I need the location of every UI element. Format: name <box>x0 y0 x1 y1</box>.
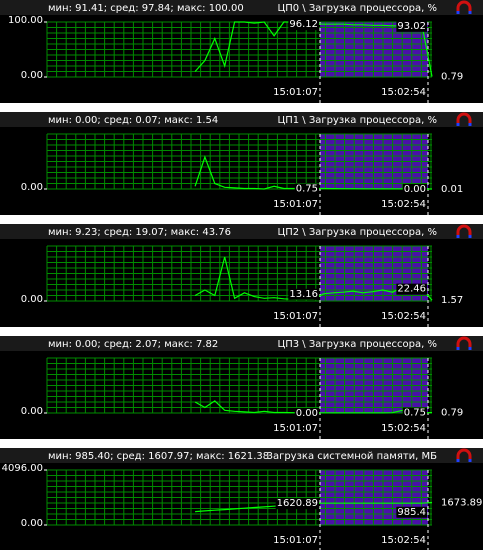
readout-background <box>440 295 465 307</box>
pin-icon <box>456 448 472 461</box>
readout-background <box>288 288 319 300</box>
readout-value: 1620.89 <box>277 498 318 509</box>
time-label: 15:02:54 <box>381 199 426 210</box>
pin-icon-tip <box>468 235 472 238</box>
y-tick-label: 0.00 <box>21 70 43 81</box>
readout-background <box>288 19 319 31</box>
graph-panel: мин: 91.41; сред: 97.84; макс: 100.00 ЦП0… <box>0 0 483 103</box>
readout-background <box>440 71 465 83</box>
graph-title: Загрузка системной памяти, МБ <box>267 451 438 462</box>
readout-background <box>396 506 427 518</box>
readout-background <box>440 497 483 509</box>
y-tick-label: 0.00 <box>21 518 43 529</box>
header-bar <box>0 112 483 127</box>
readout-background <box>294 183 319 195</box>
y-tick-label: 0.00 <box>21 406 43 417</box>
stats-text: мин: 985.40; сред: 1607.97; макс: 1621.3… <box>48 451 269 462</box>
stats-text: мин: 0.00; сред: 2.07; макс: 7.82 <box>48 339 218 350</box>
graph-panel: мин: 985.40; сред: 1607.97; макс: 1621.3… <box>0 448 483 550</box>
y-tick-label: 0.00 <box>21 294 43 305</box>
readout-background <box>294 408 319 419</box>
stats-text: мин: 9.23; сред: 19.07; макс: 43.76 <box>48 227 231 238</box>
pin-icon-tip <box>456 235 460 238</box>
readout-value: 0.75 <box>404 408 426 419</box>
readout-value: 96.12 <box>289 19 318 30</box>
readout-value: 0.00 <box>404 184 426 195</box>
readout-value: 0.00 <box>296 408 318 419</box>
time-label: 15:02:54 <box>381 535 426 546</box>
graph-title: ЦП2 \ Загрузка процессора, % <box>277 227 437 238</box>
readout-background <box>396 20 427 32</box>
header-bar <box>0 0 483 15</box>
time-label: 15:01:07 <box>273 199 318 210</box>
readout-value: 0.79 <box>441 408 463 419</box>
header-bar <box>0 448 483 463</box>
pin-icon <box>456 112 472 125</box>
readout-value: 93.02 <box>397 21 426 32</box>
pin-icon <box>456 336 472 349</box>
graph-title: ЦП3 \ Загрузка процессора, % <box>277 339 437 350</box>
readout-value: 1.57 <box>441 295 463 306</box>
readout-value: 13.16 <box>289 289 318 300</box>
time-label: 15:01:07 <box>273 87 318 98</box>
pin-icon <box>456 0 472 13</box>
readout-background <box>440 183 465 195</box>
pin-icon-tip <box>468 459 472 462</box>
pin-icon-tip <box>456 459 460 462</box>
pin-icon-tip <box>456 347 460 350</box>
pin-icon-tip <box>468 11 472 14</box>
readout-value: 0.79 <box>441 72 463 83</box>
readout-value: 22.46 <box>397 284 426 295</box>
y-tick-label: 4096.00 <box>2 463 43 474</box>
graph-panel: мин: 0.00; сред: 2.07; макс: 7.82 ЦП3 \ З… <box>0 336 483 439</box>
time-label: 15:01:07 <box>273 423 318 434</box>
pin-icon-tip <box>468 123 472 126</box>
y-tick-label: 100.00 <box>8 15 43 26</box>
time-label: 15:01:07 <box>273 535 318 546</box>
graph-panel: мин: 9.23; сред: 19.07; макс: 43.76 ЦП2 \… <box>0 224 483 327</box>
graph-title: ЦП1 \ Загрузка процессора, % <box>277 115 437 126</box>
graph-panel: мин: 0.00; сред: 0.07; макс: 1.54 ЦП1 \ З… <box>0 112 483 215</box>
time-label: 15:02:54 <box>381 423 426 434</box>
pin-icon <box>456 224 472 237</box>
time-label: 15:02:54 <box>381 87 426 98</box>
stats-text: мин: 91.41; сред: 97.84; макс: 100.00 <box>48 3 244 14</box>
readout-value: 0.01 <box>441 184 463 195</box>
pin-icon-tip <box>456 123 460 126</box>
header-bar <box>0 336 483 351</box>
readout-background <box>275 498 319 510</box>
pin-icon-tip <box>468 347 472 350</box>
readout-background <box>396 283 427 295</box>
readout-background <box>402 407 427 419</box>
header-bar <box>0 224 483 239</box>
readout-value: 0.75 <box>296 184 318 195</box>
stats-text: мин: 0.00; сред: 0.07; макс: 1.54 <box>48 115 218 126</box>
y-tick-label: 0.00 <box>21 182 43 193</box>
graph-title: ЦП0 \ Загрузка процессора, % <box>277 3 437 14</box>
time-label: 15:01:07 <box>273 311 318 322</box>
readout-value: 1673.89 <box>441 498 482 509</box>
readout-value: 985.4 <box>397 507 426 518</box>
pin-icon-tip <box>456 11 460 14</box>
readout-background <box>440 407 465 419</box>
readout-background <box>402 184 427 195</box>
time-label: 15:02:54 <box>381 311 426 322</box>
